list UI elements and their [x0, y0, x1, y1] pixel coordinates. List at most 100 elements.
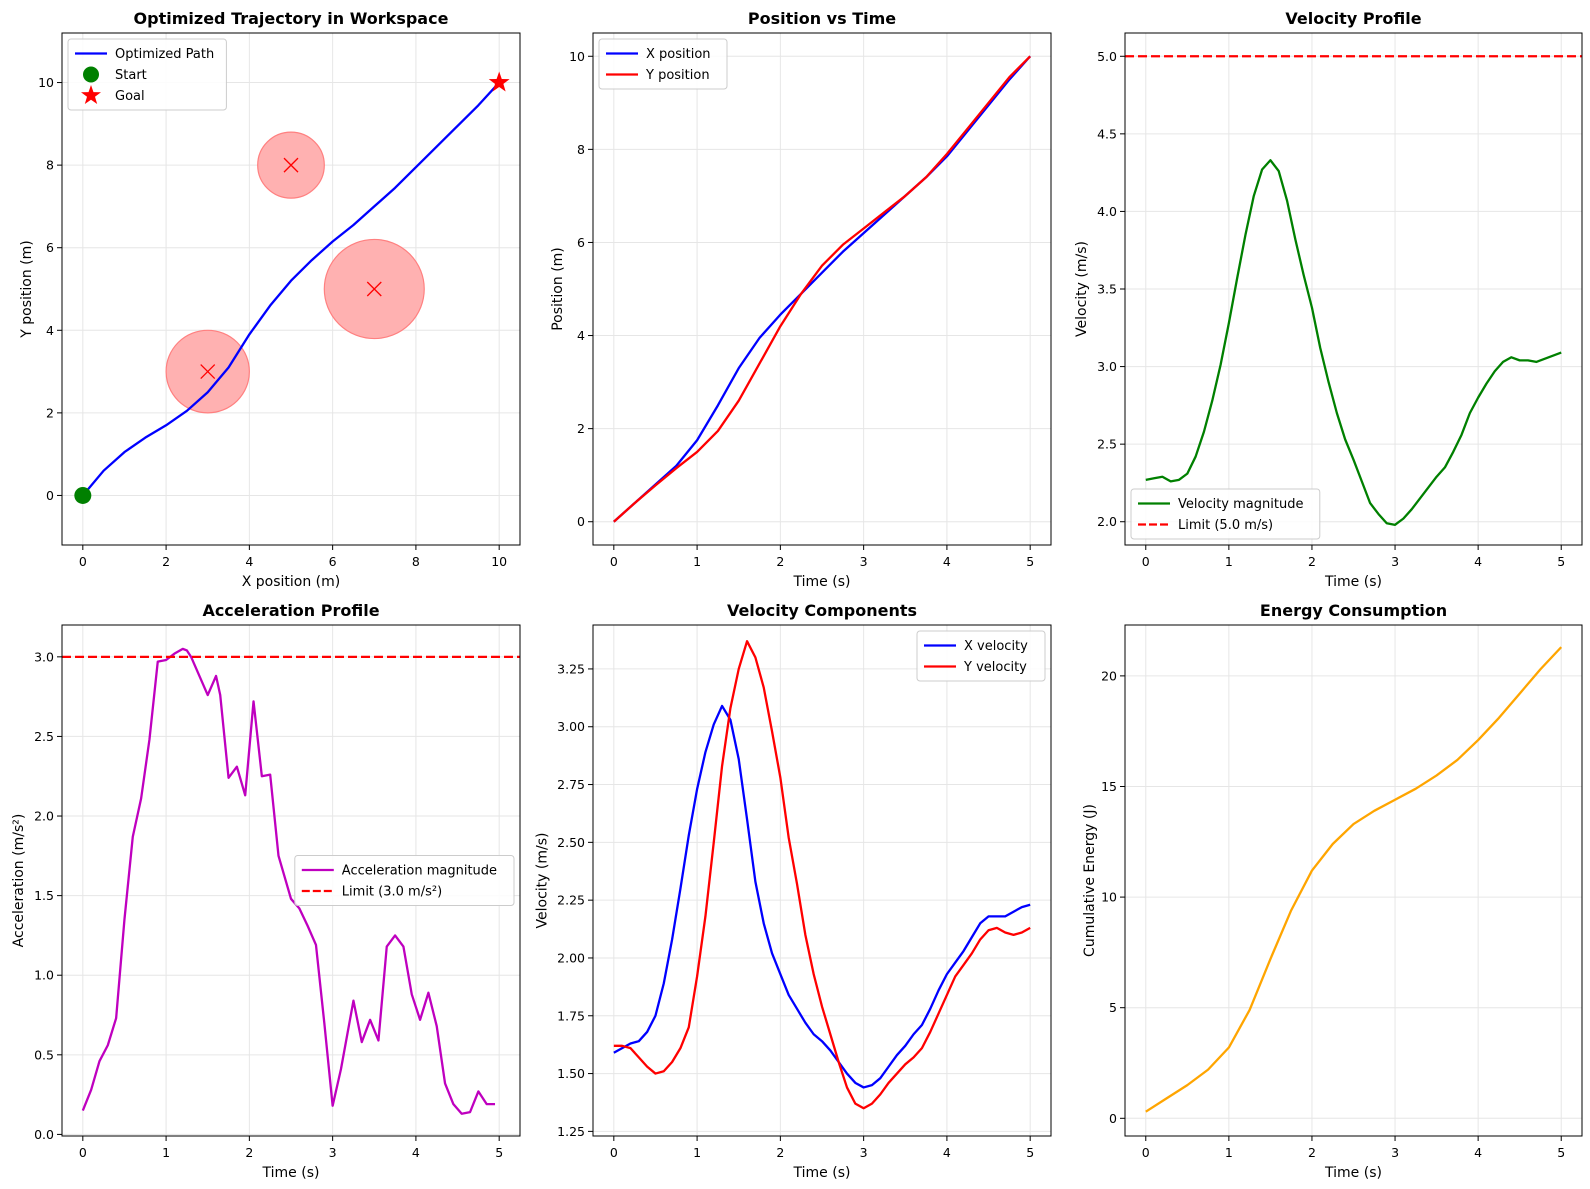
legend-item: Acceleration magnitude — [301, 864, 497, 879]
series-line-y-position — [613, 55, 1031, 523]
x-tick-label: 2 — [1308, 554, 1316, 569]
plot-area — [74, 71, 510, 504]
legend-label: Goal — [115, 89, 145, 104]
y-tick-label: 1.75 — [557, 1008, 585, 1023]
chart-position: 0 1 2 3 4 5 0 2 4 6 8 10 Position vs Time Time (s) Pos… — [550, 9, 1052, 590]
x-tick-label: 2 — [162, 554, 170, 569]
y-tick-label: 2.00 — [557, 950, 585, 965]
y-tick-label: 4 — [577, 328, 585, 343]
legend: Optimized Path Start Goal — [67, 38, 227, 111]
legend-item: Optimized Path — [75, 47, 214, 62]
chart-title: Optimized Trajectory in Workspace — [134, 9, 449, 28]
legend: Acceleration magnitude Limit (3.0 m/s²) — [294, 855, 515, 906]
x-tick-label: 3 — [329, 1145, 337, 1160]
x-tick-label: 1 — [693, 1145, 701, 1160]
chart-title: Energy Consumption — [1260, 601, 1447, 620]
y-tick-label: 6 — [577, 235, 585, 250]
x-tick-label: 2 — [1308, 1145, 1316, 1160]
x-tick-label: 5 — [495, 1145, 503, 1160]
y-axis-label: Y position (m) — [19, 240, 35, 338]
legend-item: X position — [606, 47, 711, 62]
plot-area — [62, 647, 520, 1115]
legend-label: X velocity — [964, 639, 1028, 654]
legend-label: X position — [646, 47, 711, 62]
series-line-optimized-path — [81, 81, 501, 497]
x-axis-label: X position (m) — [242, 574, 341, 590]
x-tick-label: 4 — [943, 1145, 951, 1160]
chart-title: Position vs Time — [748, 9, 896, 28]
start-marker — [74, 486, 92, 504]
legend-label: Y position — [645, 68, 710, 83]
x-tick-label: 4 — [1474, 554, 1482, 569]
plot-area — [613, 55, 1032, 523]
x-axis-label: Time (s) — [262, 1165, 320, 1181]
y-tick-label: 3.25 — [557, 661, 585, 676]
y-tick-label: 1.25 — [557, 1124, 585, 1139]
y-tick-label: 20 — [1101, 668, 1117, 683]
x-tick-label: 1 — [1225, 1145, 1233, 1160]
chart-acceleration: 0 1 2 3 4 5 0.0 0.5 1.0 1.5 2.0 2.5 3.0 Acceleration … — [11, 601, 521, 1181]
x-tick-label: 1 — [162, 1145, 170, 1160]
legend-item: Limit (3.0 m/s²) — [301, 885, 442, 900]
x-tick-label: 3 — [1391, 554, 1399, 569]
legend-label: Start — [115, 68, 147, 83]
x-tick-label: 4 — [412, 1145, 420, 1160]
obstacle-center-marker — [366, 281, 382, 297]
x-tick-label: 1 — [693, 554, 701, 569]
chart-title: Acceleration Profile — [202, 601, 379, 620]
x-tick-label: 3 — [860, 554, 868, 569]
x-tick-label: 2 — [245, 1145, 253, 1160]
axes-frame — [61, 624, 521, 1137]
x-tick-label: 5 — [1557, 1145, 1565, 1160]
x-tick-label: 1 — [1225, 554, 1233, 569]
legend-label: Velocity magnitude — [1178, 497, 1303, 512]
legend-item: Limit (5.0 m/s) — [1138, 518, 1273, 533]
legend: Velocity magnitude Limit (5.0 m/s) — [1130, 488, 1321, 540]
x-tick-label: 3 — [1391, 1145, 1399, 1160]
x-tick-label: 0 — [79, 554, 87, 569]
x-tick-label: 3 — [860, 1145, 868, 1160]
y-tick-label: 2 — [46, 405, 54, 420]
legend-item: Velocity magnitude — [1138, 497, 1303, 512]
y-tick-label: 10 — [1101, 890, 1117, 905]
y-tick-label: 1.0 — [34, 968, 54, 983]
x-tick-label: 5 — [1557, 554, 1565, 569]
x-axis-label: Time (s) — [1324, 1165, 1382, 1181]
legend-swatch-goal-marker — [81, 85, 101, 104]
y-tick-label: 1.50 — [557, 1066, 585, 1081]
legend: X velocity Y velocity — [916, 630, 1046, 682]
plot-area — [613, 640, 1031, 1110]
y-tick-label: 3.0 — [34, 649, 54, 664]
y-tick-label: 0 — [577, 514, 585, 529]
y-tick-label: 5 — [1109, 1000, 1117, 1015]
legend-label: Optimized Path — [115, 47, 214, 62]
x-tick-label: 0 — [610, 554, 618, 569]
y-tick-label: 3.0 — [1097, 359, 1117, 374]
goal-marker — [488, 71, 510, 92]
legend-item: X velocity — [924, 639, 1028, 654]
y-tick-label: 10 — [38, 75, 54, 90]
obstacle-center-marker — [283, 157, 299, 173]
series-line-x-position — [613, 55, 1032, 523]
x-tick-label: 4 — [1474, 1145, 1482, 1160]
legend-box — [1130, 488, 1321, 540]
x-tick-label: 0 — [1142, 554, 1150, 569]
x-tick-label: 0 — [610, 1145, 618, 1160]
y-tick-label: 8 — [46, 158, 54, 173]
legend-label: Limit (3.0 m/s²) — [342, 885, 442, 900]
x-tick-label: 0 — [1142, 1145, 1150, 1160]
y-tick-label: 0 — [1109, 1111, 1117, 1126]
plot-area — [1125, 55, 1582, 526]
series-line-x-velocity — [613, 704, 1031, 1089]
plot-area — [1145, 646, 1563, 1113]
y-tick-label: 1.5 — [34, 888, 54, 903]
x-axis-label: Time (s) — [793, 574, 851, 590]
legend-label: Y velocity — [963, 660, 1027, 675]
y-tick-label: 4.0 — [1097, 204, 1117, 219]
y-tick-label: 0 — [46, 488, 54, 503]
legend-box — [294, 855, 515, 906]
axes-frame — [1124, 624, 1583, 1137]
y-tick-label: 2 — [577, 421, 585, 436]
series-line-acceleration-magnitude — [81, 647, 496, 1115]
y-tick-label: 2.5 — [1097, 437, 1117, 452]
